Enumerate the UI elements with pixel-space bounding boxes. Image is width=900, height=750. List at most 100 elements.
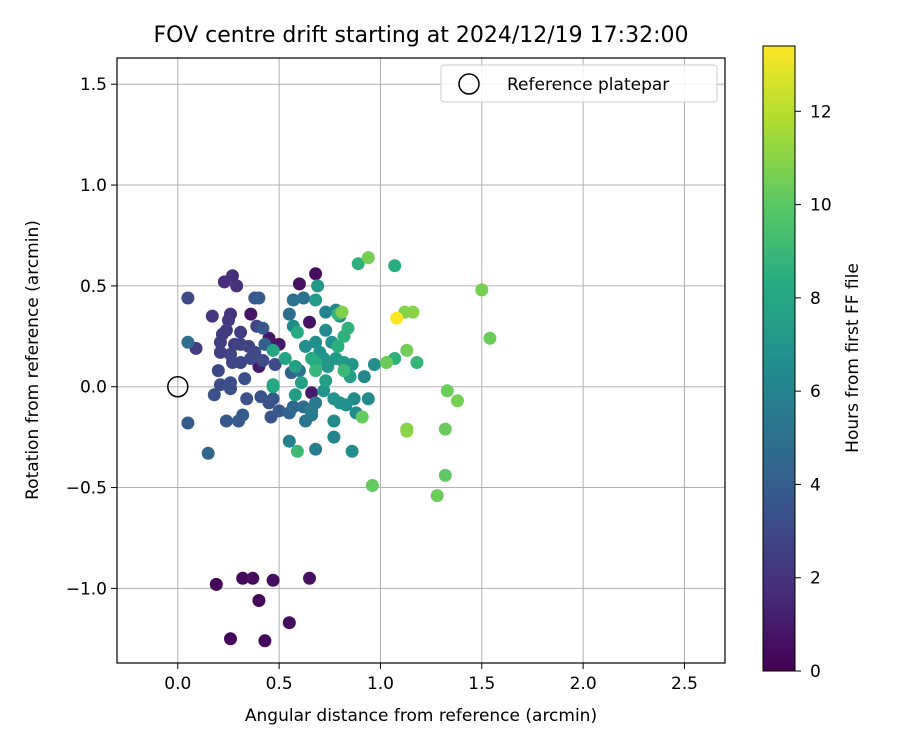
data-point <box>282 616 296 630</box>
data-point <box>410 356 424 369</box>
data-point <box>309 267 323 281</box>
data-point <box>400 343 414 357</box>
data-point <box>290 325 304 339</box>
data-point <box>244 307 258 321</box>
data-point <box>292 277 306 291</box>
data-point <box>252 594 266 607</box>
colorbar-ticks: 0 2 4 6 8 10 12 <box>795 102 832 682</box>
data-point <box>327 430 341 444</box>
data-point <box>309 293 323 307</box>
data-point <box>430 489 444 503</box>
data-point <box>321 360 335 373</box>
colorbar-tick-label: 12 <box>810 102 832 122</box>
reference-marker-layer <box>167 375 189 398</box>
data-point <box>226 269 239 283</box>
data-point <box>483 331 497 345</box>
y-tick-label: 1.5 <box>80 75 107 95</box>
y-tick-label: 1.0 <box>80 176 107 196</box>
x-tick-label: 0.0 <box>164 674 191 694</box>
data-point <box>181 291 195 305</box>
x-tick-label: 1.5 <box>468 674 495 694</box>
data-point <box>345 444 359 458</box>
data-point <box>305 386 319 400</box>
data-point <box>224 632 237 646</box>
data-point <box>438 468 452 482</box>
plot-area-frame <box>116 57 726 664</box>
data-point <box>222 313 235 327</box>
data-point <box>282 434 296 448</box>
data-point <box>240 392 254 406</box>
data-point <box>311 279 325 293</box>
data-point <box>341 321 355 335</box>
data-point <box>266 573 280 587</box>
legend-box <box>440 64 718 103</box>
x-axis-ticks: 0.0 0.5 1.0 1.5 2.0 2.5 <box>164 663 698 694</box>
data-point <box>181 416 195 430</box>
colorbar-tick-label: 4 <box>810 475 821 495</box>
data-point <box>390 311 404 325</box>
data-point <box>357 370 371 384</box>
colorbar-tick-label: 0 <box>810 662 821 682</box>
data-point <box>327 414 341 428</box>
data-point <box>205 309 219 323</box>
data-point <box>258 634 272 648</box>
data-point <box>294 376 308 390</box>
x-axis-label: Angular distance from reference (arcmin) <box>245 706 597 726</box>
data-point <box>303 571 316 585</box>
data-point <box>319 305 333 319</box>
reference-platepar-marker <box>167 375 189 398</box>
data-point <box>361 251 375 265</box>
data-point <box>303 315 316 329</box>
x-tick-label: 2.0 <box>570 674 597 694</box>
data-point <box>309 335 323 349</box>
data-point <box>286 293 300 307</box>
legend: Reference platepar <box>440 64 718 103</box>
data-point <box>317 384 331 398</box>
data-point <box>238 372 252 386</box>
data-point <box>236 408 250 422</box>
data-point <box>219 323 233 337</box>
data-point <box>213 335 227 349</box>
data-point <box>266 392 280 406</box>
data-point <box>288 388 302 402</box>
data-point <box>278 352 292 365</box>
data-point <box>305 404 319 418</box>
data-point <box>213 378 227 392</box>
data-point <box>319 323 333 337</box>
data-point <box>213 345 227 359</box>
data-point <box>365 479 379 492</box>
data-point <box>438 422 452 436</box>
data-point <box>451 394 464 408</box>
data-point <box>268 358 282 371</box>
data-point <box>256 321 270 335</box>
y-tick-label: −1.0 <box>66 579 107 599</box>
data-point <box>351 257 365 271</box>
colorbar-tick-label: 6 <box>810 382 821 402</box>
data-point <box>388 259 402 273</box>
y-tick-label: 0.5 <box>80 277 107 297</box>
data-point <box>234 356 248 369</box>
colorbar: 0 2 4 6 8 10 12 Hours from first FF file <box>762 45 863 682</box>
data-point <box>380 356 393 369</box>
data-point <box>406 305 420 319</box>
data-point <box>236 571 250 585</box>
data-point <box>246 571 260 585</box>
colorbar-label: Hours from first FF file <box>843 263 863 453</box>
data-point <box>319 374 333 388</box>
data-point <box>331 339 345 353</box>
data-point <box>207 388 221 402</box>
data-point <box>230 279 244 293</box>
data-point <box>266 343 280 357</box>
data-point <box>355 410 369 424</box>
data-point <box>248 345 262 359</box>
data-point <box>219 414 233 428</box>
x-tick-label: 0.5 <box>266 674 293 694</box>
data-point <box>252 291 266 305</box>
y-tick-label: 0.0 <box>80 378 107 398</box>
x-tick-label: 1.0 <box>367 674 394 694</box>
data-point <box>286 400 300 414</box>
data-point <box>333 396 347 410</box>
data-point <box>282 307 296 321</box>
y-axis-label: Rotation from reference (arcmin) <box>23 220 43 500</box>
